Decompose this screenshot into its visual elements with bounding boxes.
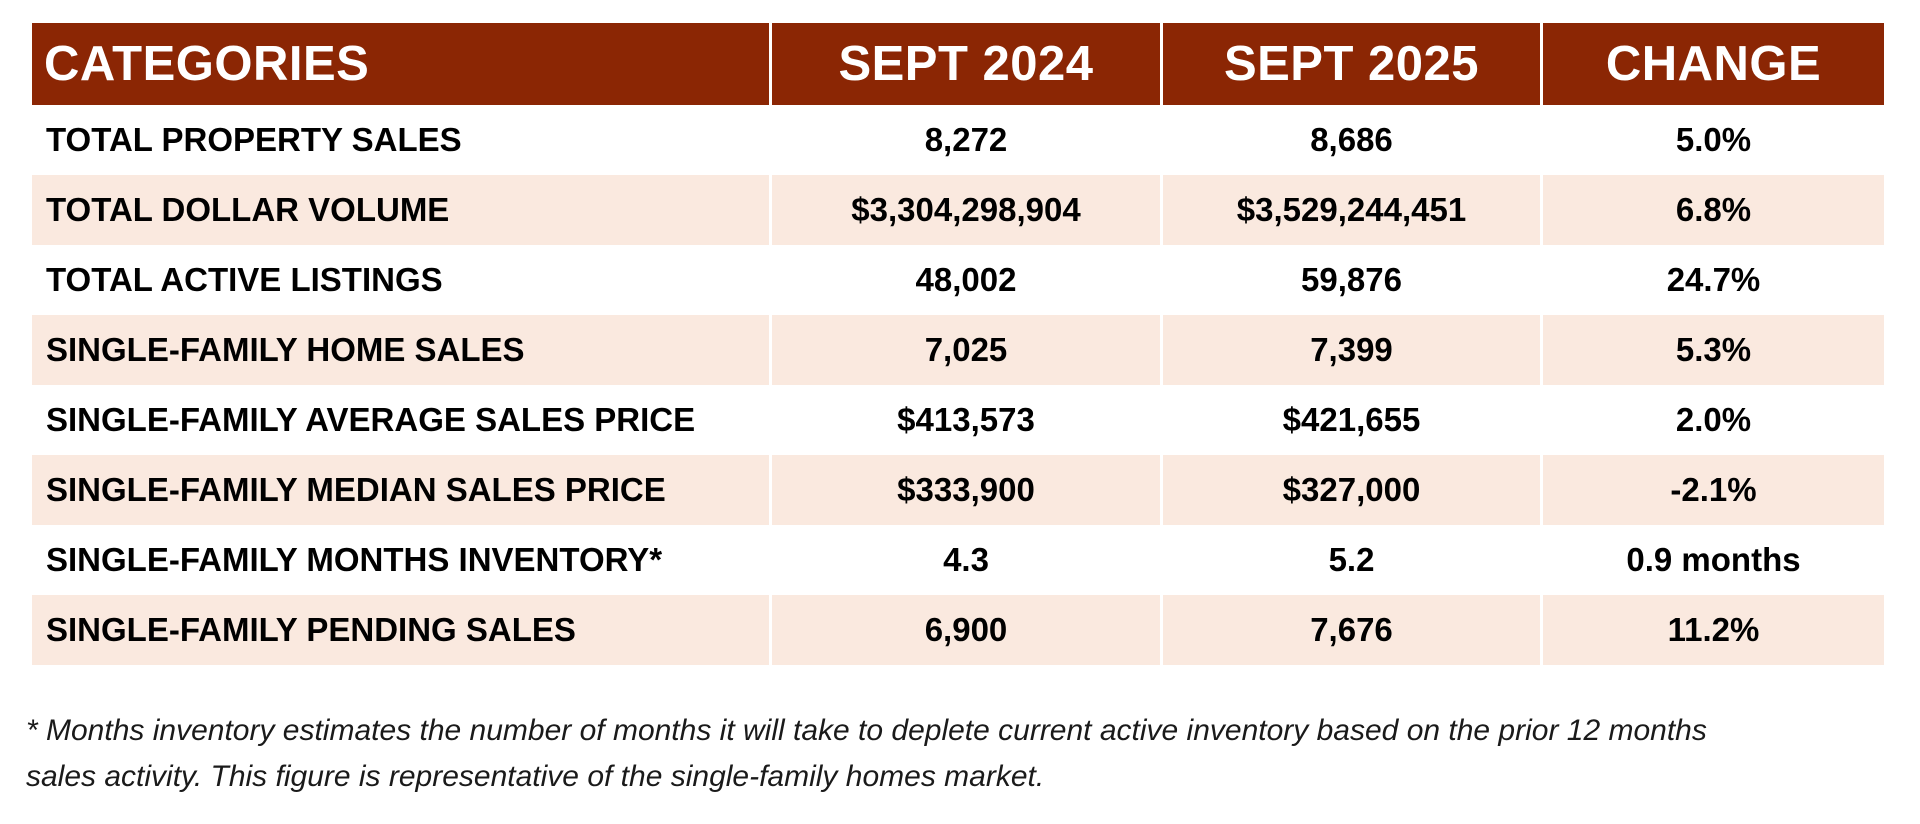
row-sept-2025-value: 8,686 — [1160, 105, 1540, 175]
header-sept-2024: SEPT 2024 — [769, 23, 1160, 105]
footnote-line-1: * Months inventory estimates the number … — [26, 714, 1707, 747]
row-category: TOTAL DOLLAR VOLUME — [32, 175, 769, 245]
table-row: SINGLE-FAMILY MONTHS INVENTORY* 4.3 5.2 … — [32, 525, 1884, 595]
row-sept-2024-value: 48,002 — [769, 245, 1160, 315]
row-change-value: 24.7% — [1540, 245, 1884, 315]
row-sept-2025-value: 59,876 — [1160, 245, 1540, 315]
row-category: SINGLE-FAMILY AVERAGE SALES PRICE — [32, 385, 769, 455]
row-sept-2024-value: $413,573 — [769, 385, 1160, 455]
row-category: TOTAL ACTIVE LISTINGS — [32, 245, 769, 315]
header-categories: CATEGORIES — [32, 23, 769, 105]
row-sept-2025-value: 5.2 — [1160, 525, 1540, 595]
table-row: TOTAL ACTIVE LISTINGS 48,002 59,876 24.7… — [32, 245, 1884, 315]
row-category: SINGLE-FAMILY MONTHS INVENTORY* — [32, 525, 769, 595]
row-change-value: 0.9 months — [1540, 525, 1884, 595]
row-change-value: 5.3% — [1540, 315, 1884, 385]
table-row: TOTAL PROPERTY SALES 8,272 8,686 5.0% — [32, 105, 1884, 175]
market-stats-table-container: CATEGORIES SEPT 2024 SEPT 2025 CHANGE TO… — [32, 23, 1884, 665]
row-sept-2025-value: $3,529,244,451 — [1160, 175, 1540, 245]
row-sept-2024-value: $333,900 — [769, 455, 1160, 525]
table-row: TOTAL DOLLAR VOLUME $3,304,298,904 $3,52… — [32, 175, 1884, 245]
table-row: SINGLE-FAMILY AVERAGE SALES PRICE $413,5… — [32, 385, 1884, 455]
row-sept-2025-value: 7,399 — [1160, 315, 1540, 385]
row-change-value: 5.0% — [1540, 105, 1884, 175]
row-sept-2024-value: $3,304,298,904 — [769, 175, 1160, 245]
row-sept-2025-value: 7,676 — [1160, 595, 1540, 665]
footnote: * Months inventory estimates the number … — [26, 708, 1896, 800]
row-change-value: 6.8% — [1540, 175, 1884, 245]
row-sept-2025-value: $421,655 — [1160, 385, 1540, 455]
header-change: CHANGE — [1540, 23, 1884, 105]
table-body: TOTAL PROPERTY SALES 8,272 8,686 5.0% TO… — [32, 105, 1884, 665]
row-category: TOTAL PROPERTY SALES — [32, 105, 769, 175]
row-category: SINGLE-FAMILY HOME SALES — [32, 315, 769, 385]
table-row: SINGLE-FAMILY MEDIAN SALES PRICE $333,90… — [32, 455, 1884, 525]
row-sept-2025-value: $327,000 — [1160, 455, 1540, 525]
table-header: CATEGORIES SEPT 2024 SEPT 2025 CHANGE — [32, 23, 1884, 105]
row-sept-2024-value: 6,900 — [769, 595, 1160, 665]
header-row: CATEGORIES SEPT 2024 SEPT 2025 CHANGE — [32, 23, 1884, 105]
footnote-line-2: sales activity. This figure is represent… — [26, 760, 1045, 793]
row-category: SINGLE-FAMILY MEDIAN SALES PRICE — [32, 455, 769, 525]
row-sept-2024-value: 8,272 — [769, 105, 1160, 175]
row-sept-2024-value: 7,025 — [769, 315, 1160, 385]
table-row: SINGLE-FAMILY HOME SALES 7,025 7,399 5.3… — [32, 315, 1884, 385]
row-change-value: 11.2% — [1540, 595, 1884, 665]
row-change-value: -2.1% — [1540, 455, 1884, 525]
header-sept-2025: SEPT 2025 — [1160, 23, 1540, 105]
market-stats-table: CATEGORIES SEPT 2024 SEPT 2025 CHANGE TO… — [32, 23, 1884, 665]
row-sept-2024-value: 4.3 — [769, 525, 1160, 595]
row-change-value: 2.0% — [1540, 385, 1884, 455]
row-category: SINGLE-FAMILY PENDING SALES — [32, 595, 769, 665]
table-row: SINGLE-FAMILY PENDING SALES 6,900 7,676 … — [32, 595, 1884, 665]
